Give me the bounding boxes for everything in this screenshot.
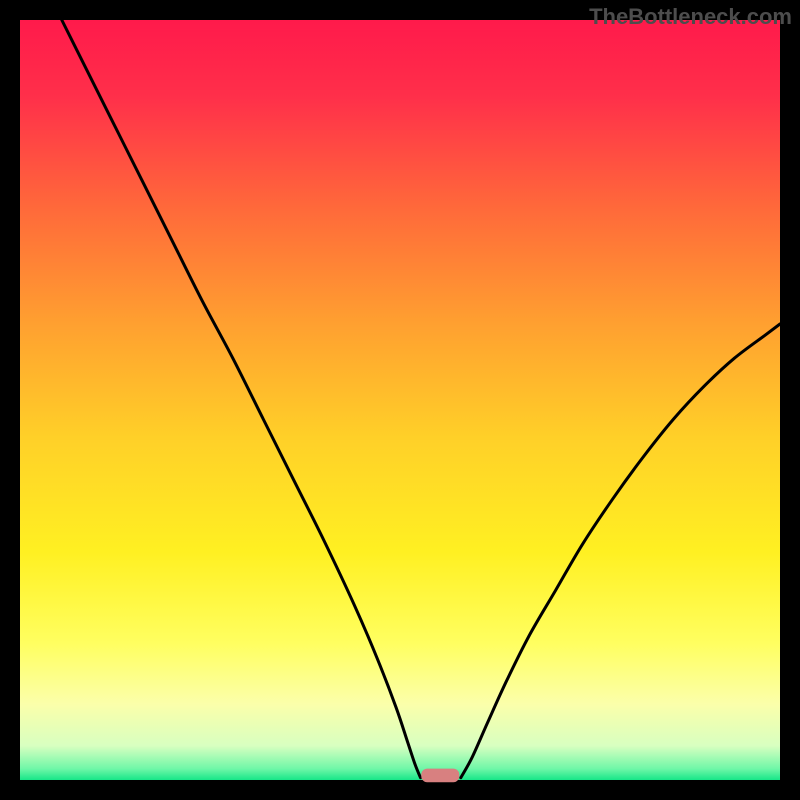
minimum-marker [421,769,459,783]
chart-svg [0,0,800,800]
bottleneck-chart: TheBottleneck.com [0,0,800,800]
plot-background [20,20,780,780]
